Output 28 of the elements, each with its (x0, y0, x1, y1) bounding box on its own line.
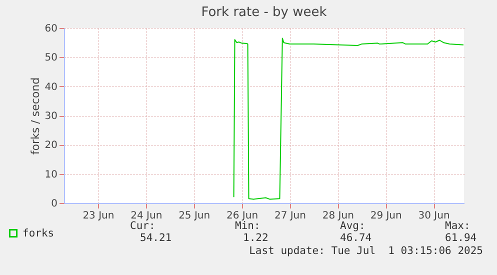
x-tick-label: 24 Jun (130, 210, 162, 222)
x-tick-label: 29 Jun (370, 210, 402, 222)
text: 54.21 (140, 232, 172, 244)
text: Cur: (130, 220, 156, 232)
y-tick-label: 50 (44, 52, 58, 64)
text: 61.94 (445, 232, 477, 244)
x-tick-label: 23 Jun (82, 210, 114, 222)
x-tick-label: 30 Jun (418, 210, 450, 222)
text: 1.22 (243, 232, 268, 244)
y-tick-label: 60 (44, 24, 58, 34)
text: Max: (445, 220, 470, 232)
y-tick-label: 30 (44, 111, 58, 122)
x-tick-label: 25 Jun (178, 210, 210, 222)
line-series (233, 38, 464, 200)
y-tick-label: 10 (44, 169, 58, 180)
y-tick-label: 40 (44, 82, 58, 93)
legend-label: forks (22, 227, 54, 240)
text: 46.74 (340, 232, 372, 244)
y-tick-label: 20 (44, 140, 58, 152)
text: Min: (235, 220, 260, 232)
text: Last update: Tue Jul 1 03:15:06 2025 (249, 245, 483, 257)
x-tick-label: 28 Jun (322, 210, 354, 222)
y-axis-title: forks / second (28, 77, 42, 155)
x-tick-label: 26 Jun (226, 210, 258, 222)
text: Avg: (340, 220, 366, 232)
chart-title: Fork rate - by week (201, 5, 328, 20)
y-tick-label: 0 (51, 198, 58, 210)
x-tick-label: 27 Jun (274, 210, 306, 222)
